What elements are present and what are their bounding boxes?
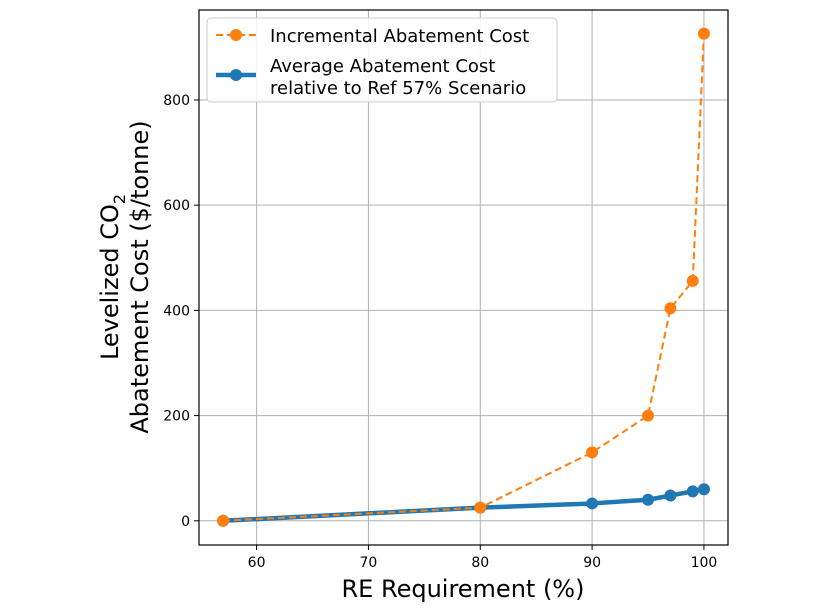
y-tick-label: 800 [163, 93, 190, 109]
legend-marker-average [230, 69, 242, 81]
series-layer [217, 27, 710, 527]
legend: Incremental Abatement Cost Average Abate… [206, 17, 558, 103]
data-point-average [686, 485, 699, 498]
y-tick-label: 600 [163, 198, 190, 214]
data-point-average [586, 497, 599, 510]
y-tick-label: 400 [163, 303, 190, 319]
legend-label-average-line1: Average Abatement Cost [270, 56, 495, 77]
data-point-incremental [642, 409, 655, 422]
data-point-average [697, 483, 710, 496]
data-point-average [664, 489, 677, 502]
legend-label-average-line2: relative to Ref 57% Scenario [270, 78, 526, 99]
y-axis-label-line2: Abatement Cost ($/tonne) [126, 120, 154, 433]
data-point-incremental [664, 302, 677, 315]
ticks: 60 70 80 90 100 0 200 400 600 800 [163, 93, 717, 571]
x-tick-label: 80 [471, 555, 489, 571]
series-line-incremental [222, 33, 705, 522]
data-point-average [642, 493, 655, 506]
legend-label-incremental: Incremental Abatement Cost [270, 26, 529, 47]
y-axis-label-main: Levelized CO [96, 204, 124, 360]
x-tick-label: 70 [360, 555, 378, 571]
x-tick-label: 60 [248, 555, 266, 571]
legend-marker-incremental [230, 29, 242, 41]
x-axis-label: RE Requirement (%) [342, 575, 585, 603]
data-point-incremental [586, 446, 599, 459]
y-tick-label: 0 [181, 514, 190, 530]
data-point-incremental [697, 27, 710, 40]
x-tick-label: 100 [691, 555, 718, 571]
x-tick-label: 90 [583, 555, 601, 571]
y-tick-label: 200 [163, 409, 190, 425]
data-point-incremental [686, 274, 699, 287]
data-point-incremental [217, 514, 230, 527]
series-line-average [222, 487, 705, 524]
y-axis-label-line1: Levelized CO2 [96, 194, 129, 360]
legend-box [206, 17, 558, 103]
data-point-incremental [474, 501, 487, 514]
y-axis-label-subscript: 2 [110, 194, 129, 204]
plot-frame [198, 9, 729, 546]
